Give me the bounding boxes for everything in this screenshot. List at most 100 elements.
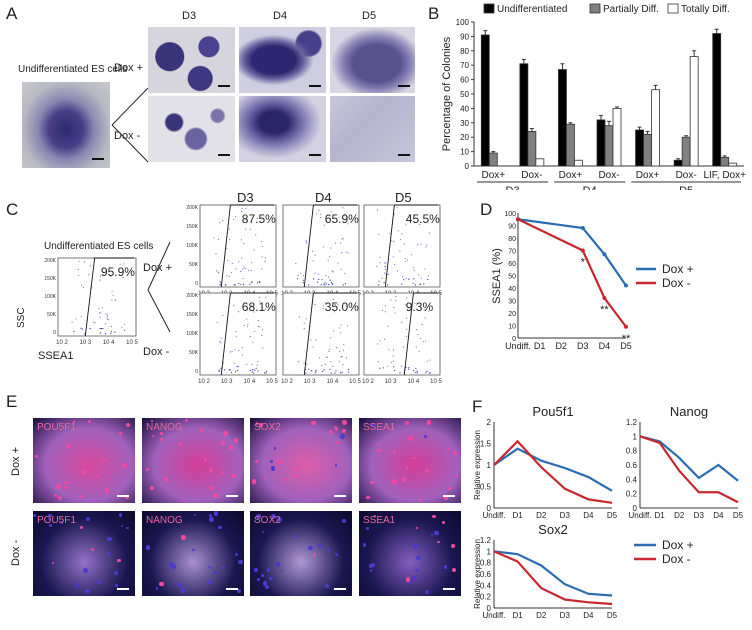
flow-event-dot: [401, 283, 403, 285]
if-cell-dot: [104, 487, 110, 493]
flow-event-dot: [376, 209, 378, 211]
if-image-sox2-dox-plus: SOX2: [250, 418, 352, 503]
flow-plot-undiff: 95.9% 200K 150K 100K 50K 010 2 10 3 10 4 10 5: [44, 257, 138, 346]
flow-event-dot: [378, 233, 380, 235]
flow-event-dot: [343, 344, 345, 346]
flow-event-dot: [379, 262, 381, 264]
if-cell-dot: [370, 480, 374, 485]
flow-event-dot: [110, 330, 113, 332]
flow-event-dot: [406, 328, 408, 330]
flow-event-dot: [233, 362, 235, 364]
flow-event-dot: [303, 362, 305, 364]
d-legend-label: Dox +: [662, 262, 694, 276]
flow-event-dot: [416, 372, 418, 374]
flow-event-dot: [215, 253, 217, 255]
flow-event-dot: [99, 316, 101, 318]
f2-x-tick-label: D1: [654, 511, 665, 520]
b-y-tick-label: 70: [460, 61, 469, 70]
b-bar-totally-diff--1: [535, 158, 545, 167]
if-cell-dot: [341, 420, 347, 426]
if-cell-dot: [264, 477, 267, 480]
flow-y-tick-label: 0: [53, 330, 56, 336]
d-x-tick-label: D5: [620, 341, 632, 351]
flow-event-dot: [330, 337, 332, 339]
flow-plot-minus-d3: 68.1% 200K 150K 100K 50K 010 2 10 3 10 4 10 5: [186, 292, 278, 385]
flow-event-dot: [105, 333, 107, 335]
flow-plot-frame: [57, 257, 137, 337]
flow-event-dot: [408, 278, 410, 280]
if-marker-label-pou5f1: POU5F1: [37, 422, 76, 433]
if-cell-dot: [209, 486, 213, 490]
flow-event-dot: [84, 261, 86, 263]
flow-event-dot: [314, 303, 316, 306]
f1-y-tick-label: 0.5: [480, 483, 492, 492]
d-series-line-dox: [517, 218, 627, 328]
if-cell-dot: [48, 517, 51, 520]
flow-event-dot: [296, 278, 299, 280]
flow-event-dot: [114, 300, 116, 302]
flow-event-dot: [305, 242, 308, 244]
d-y-tick-label: 30: [508, 299, 516, 306]
flow-event-dot: [418, 223, 421, 225]
flow-event-dot: [308, 284, 310, 286]
b-category-label: LIF, Dox+: [703, 170, 746, 181]
flow-event-dot: [231, 272, 233, 274]
flow-event-dot: [327, 259, 329, 261]
if-cell-dot: [181, 535, 186, 540]
flow-event-dot: [246, 363, 248, 365]
f1-y-tick-label: 2: [487, 418, 492, 427]
c-arrow-down: [147, 289, 171, 333]
if-cell-dot: [209, 514, 212, 517]
flow-event-dot: [237, 369, 239, 372]
flow-event-dot: [247, 323, 249, 325]
if-cell-dot: [376, 442, 380, 446]
flow-y-tick-label: 200K: [186, 205, 198, 211]
flow-x-tick-label: 10 4: [103, 340, 115, 346]
if-marker-label-ssea1: SSEA1: [363, 515, 396, 526]
flow-event-dot: [242, 268, 244, 270]
if-cell-dot: [115, 583, 119, 588]
if-image-sox2-dox-minus: SOX2: [250, 511, 352, 596]
if-cell-dot: [262, 531, 265, 534]
flow-event-dot: [311, 250, 314, 252]
if-cell-dot: [113, 570, 118, 576]
if-scale-bar: [443, 588, 455, 590]
flow-event-dot: [104, 323, 106, 325]
f1-x-tick-label: D5: [607, 511, 618, 520]
f2-x-tick-label: D2: [674, 511, 685, 520]
flow-event-dot: [340, 324, 342, 326]
flow-event-dot: [325, 356, 327, 358]
if-cell-dot: [432, 514, 437, 519]
flow-event-dot: [77, 274, 79, 276]
flow-event-dot: [420, 244, 422, 246]
flow-event-dot: [344, 213, 346, 215]
d-y-tick-label: 90: [508, 224, 516, 231]
flow-event-dot: [243, 243, 245, 245]
if-cell-dot: [381, 464, 384, 467]
flow-event-dot: [378, 280, 380, 282]
flow-event-dot: [333, 330, 335, 332]
flow-event-dot: [249, 283, 251, 285]
f1-y-tick-label: 1: [487, 461, 492, 470]
flow-event-dot: [306, 318, 308, 320]
if-cell-dot: [336, 441, 339, 444]
flow-event-dot: [414, 371, 417, 373]
flow-x-tick-label: 10 2: [362, 379, 374, 385]
flow-event-dot: [248, 269, 250, 271]
flow-event-dot: [231, 350, 233, 353]
flow-event-dot: [240, 270, 242, 273]
flow-event-dot: [222, 314, 224, 316]
if-cell-dot: [177, 582, 183, 588]
if-image-pou5f1-dox-plus: POU5F1: [33, 418, 135, 503]
flow-event-dot: [322, 305, 324, 307]
f2-x-tick-label: Undiff.: [629, 511, 652, 520]
flow-event-dot: [251, 371, 253, 373]
flow-event-dot: [412, 267, 414, 269]
flow-event-dot: [427, 278, 429, 281]
if-cell-dot: [339, 434, 345, 439]
b-y-tick-label: 30: [460, 119, 469, 128]
flow-event-dot: [261, 256, 263, 258]
if-cell-dot: [312, 553, 317, 557]
flow-event-dot: [387, 365, 389, 367]
if-cell-dot: [218, 526, 222, 530]
